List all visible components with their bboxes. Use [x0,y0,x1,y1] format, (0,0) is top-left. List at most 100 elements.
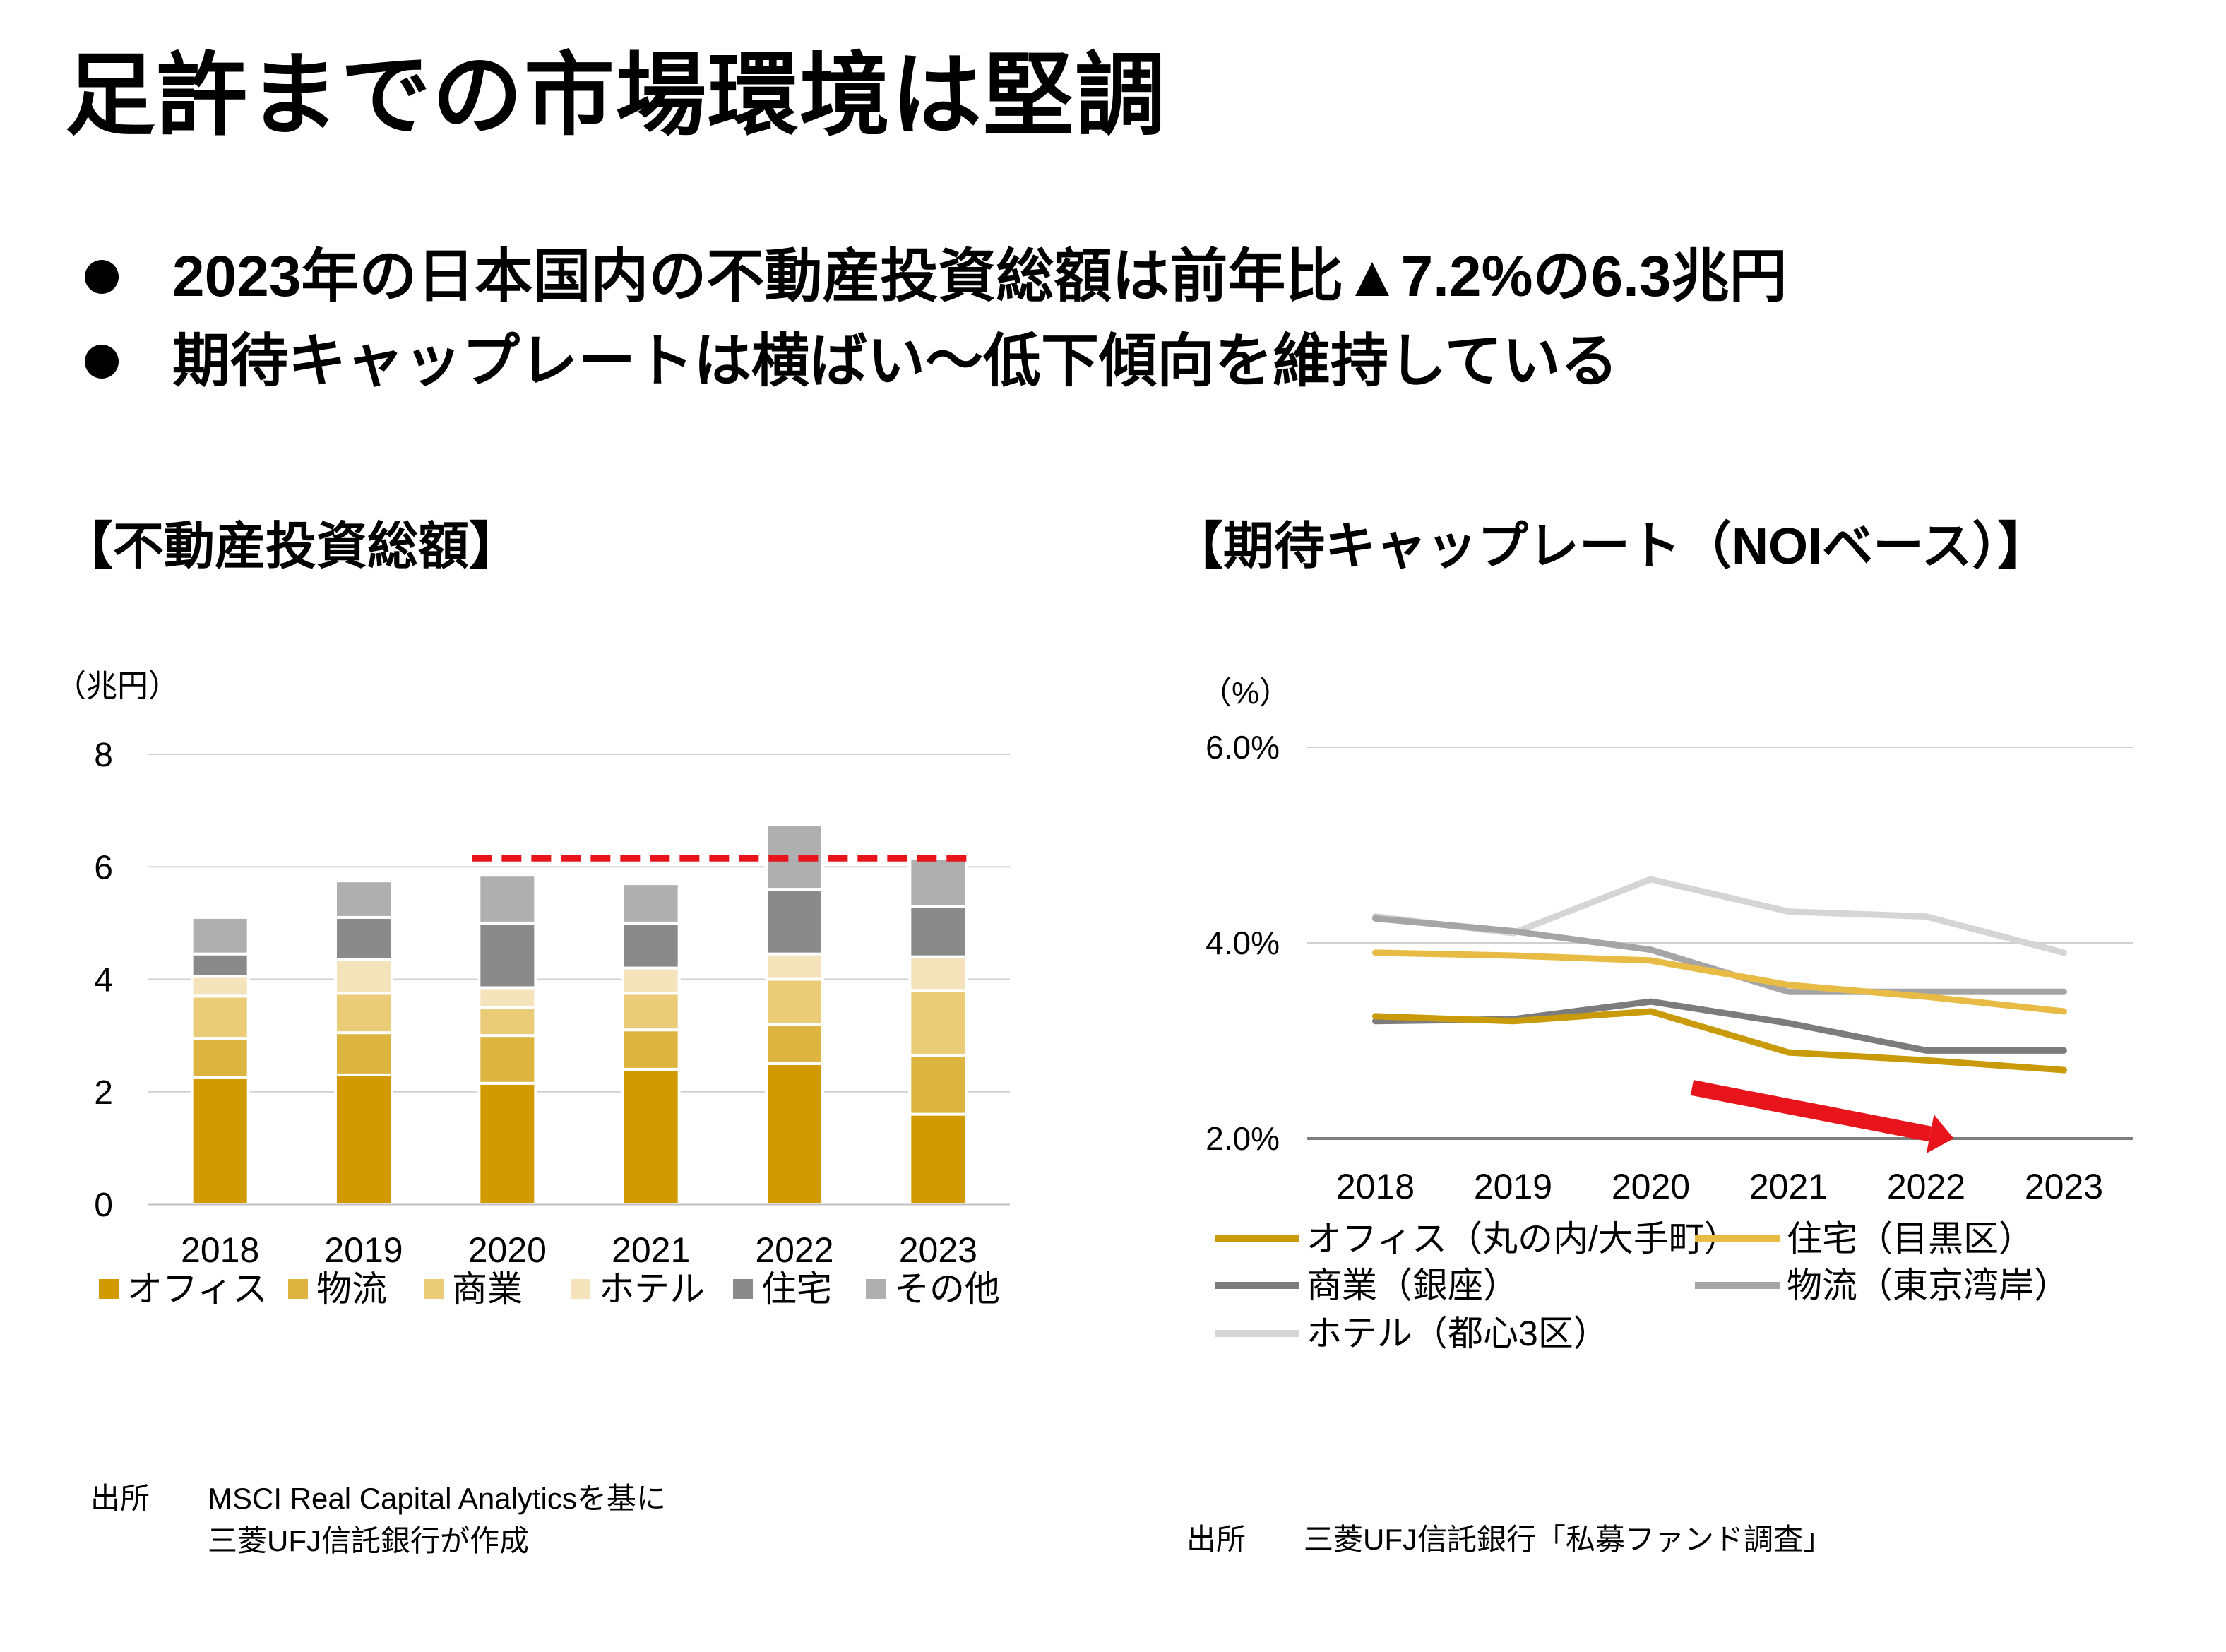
legend-swatch [571,1278,590,1299]
series-line [1372,949,2067,1015]
y-tick-label: 6 [94,849,113,886]
legend-label: 商業 [452,1268,523,1309]
bar-segment [908,904,968,958]
legend-item: オフィス [99,1266,268,1309]
investment-section-title: 【不動産投資総額】 [62,518,520,575]
legend-label: 商業（銀座） [1307,1265,1518,1305]
bullet-item: 期待キャップレートは横ばい～低下傾向を維持している [85,319,1787,404]
bullet-list: 2023年の日本国内の不動産投資総額は前年比▲7.2%の6.3兆円 期待キャップ… [85,234,1787,404]
source-label: 出所 [90,1482,150,1515]
bar-segment [621,992,681,1032]
bullet-text: 期待キャップレートは横ばい～低下傾向を維持している [172,329,1619,393]
caprate-section-title: 【期待キャップレート（NOIベース）】 [1172,518,2049,575]
caprate-source: 出所 三菱UFJ信託銀行「私募ファンド調査」 [1186,1519,1833,1561]
legend-swatch [424,1278,444,1299]
source-line: 三菱UFJ信託銀行「私募ファンド調査」 [1304,1523,1833,1556]
legend-label: オフィス [127,1268,268,1309]
legend-line-swatch [1215,1281,1299,1289]
legend-item: 物流 [288,1266,387,1309]
slide-title: 足許までの市場環境は堅調 [65,45,1167,146]
bar-segment [477,986,537,1009]
trend-arrow-head-icon [1926,1115,1954,1153]
y-tick-label: 4 [94,962,113,999]
bar-segment [190,1076,250,1206]
bar-segment [621,1028,681,1071]
legend-item: ホテル（都心3区） [1215,1311,1609,1353]
x-tick-label: 2018 [1336,1167,1415,1206]
x-tick-label: 2020 [1612,1167,1690,1206]
legend-line-swatch [1215,1235,1299,1242]
bar-segment [765,977,824,1026]
bar-segment [621,921,681,970]
legend-line-swatch [1215,1329,1299,1337]
bar-segment [477,1034,537,1085]
legend-item: 住宅 [733,1266,832,1309]
bar-segment [334,1031,393,1076]
bar-segment [334,992,393,1035]
legend-item: 住宅（目黒区） [1695,1216,2034,1259]
bar-segment [621,1067,681,1206]
y-tick-label: 2 [94,1074,113,1112]
legend-item: 商業（銀座） [1215,1263,1518,1305]
legend-label: オフィス（丸の内/大手町） [1307,1218,1739,1259]
x-tick-label: 2022 [1887,1167,1965,1206]
legend-item: オフィス（丸の内/大手町） [1215,1216,1739,1259]
legend-swatch [866,1278,886,1299]
series-line [1372,998,2067,1054]
trend-arrow-shaft [1690,1080,1932,1142]
y-tick-label: 2.0% [1206,1120,1280,1157]
legend-label: 物流 [316,1268,387,1309]
series-line [1372,1008,2067,1074]
legend-item: 物流（東京湾岸） [1695,1263,2069,1305]
x-tick-label: 2021 [612,1230,690,1270]
bar-segment [334,1073,393,1206]
bar-segment [621,882,681,925]
bar-segment [190,952,250,978]
caprate-unit-label: （%） [1201,676,1291,711]
legend-label: 住宅（目黒区） [1787,1218,2034,1259]
bullet-dot-icon [85,260,119,294]
bar-segment [908,1053,968,1116]
x-tick-label: 2022 [755,1230,833,1270]
legend-label: 物流（東京湾岸） [1787,1265,2069,1305]
bullet-text: 2023年の日本国内の不動産投資総額は前年比▲7.2%の6.3兆円 [172,244,1787,309]
legend-swatch [288,1278,308,1299]
bar-segment [765,1023,824,1065]
legend-item: 商業 [424,1266,523,1309]
source-line: 三菱UFJ信託銀行が作成 [208,1524,529,1557]
bar-segment [190,994,250,1040]
x-tick-label: 2023 [2025,1167,2103,1206]
legend-item: ホテル [571,1266,705,1309]
y-tick-label: 4.0% [1206,925,1280,961]
x-tick-label: 2021 [1749,1167,1828,1206]
x-tick-label: 2019 [324,1230,403,1270]
bar-segment [765,888,824,956]
bar-segment [334,958,393,995]
source-line: MSCI Real Capital Analyticsを基に [208,1482,666,1515]
investment-unit-label: （兆円） [55,669,179,703]
bar-segment [908,989,968,1057]
bar-segment [477,874,537,925]
x-tick-label: 2023 [899,1230,977,1270]
legend-swatch [99,1278,119,1299]
bar-segment [765,952,824,981]
bar-segment [765,1062,824,1206]
bar-segment [190,915,250,956]
legend-label: ホテル [599,1268,705,1309]
legend-label: 住宅 [761,1268,832,1309]
bar-segment [908,955,968,992]
x-tick-label: 2018 [181,1230,259,1270]
series-line [1372,876,2067,956]
x-tick-label: 2019 [1474,1167,1552,1206]
x-tick-label: 2020 [468,1230,547,1270]
bar-segment [334,915,393,961]
bar-segment [477,1081,537,1206]
bar-segment [334,879,393,919]
bar-segment [477,1006,537,1038]
y-tick-label: 0 [94,1187,113,1224]
bar-segment [190,975,250,998]
legend-item: その他 [866,1266,1000,1309]
investment-source: 出所 MSCI Real Capital Analyticsを基に 三菱UFJ信託… [90,1478,666,1562]
y-tick-label: 8 [94,737,113,774]
